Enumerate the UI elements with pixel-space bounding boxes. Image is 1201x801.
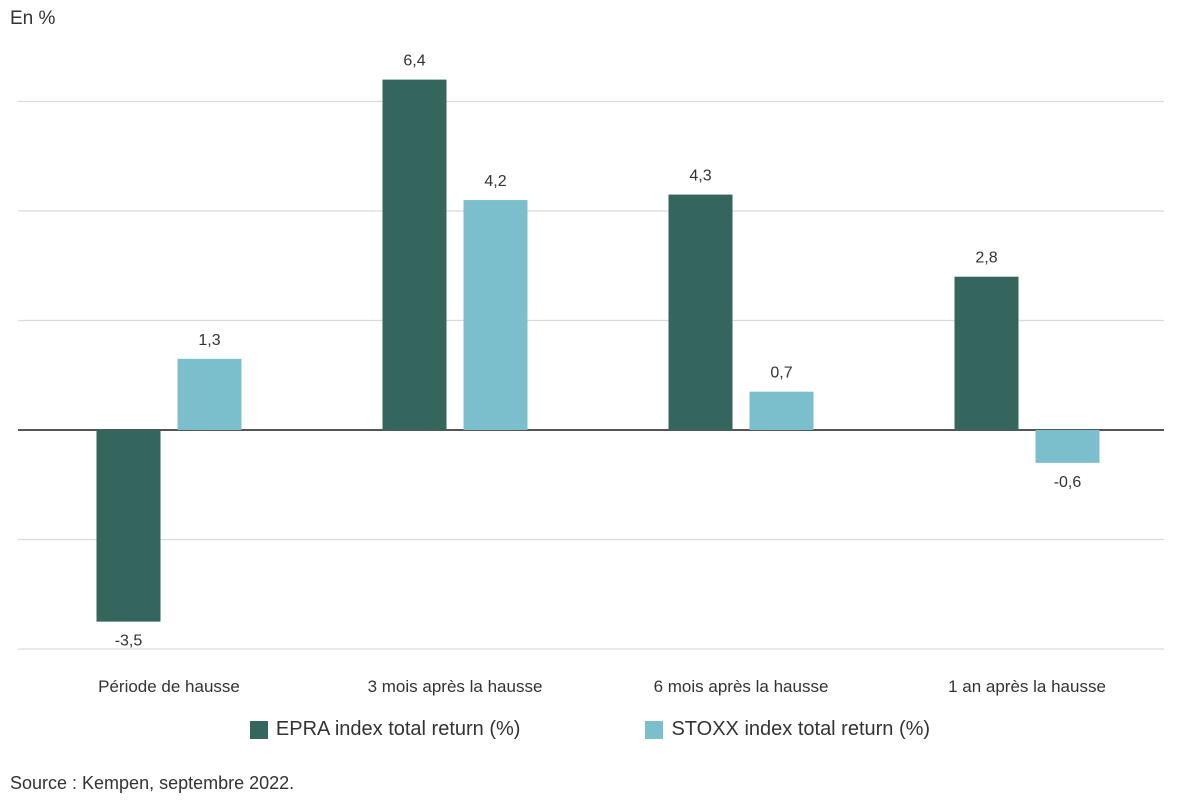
data-labels: -3,5 1,3 6,4 4,2 4,3 0,7 2,8 -0,6 xyxy=(115,53,1082,650)
category-label-2: 6 mois après la hausse xyxy=(654,677,829,696)
legend: EPRA index total return (%) STOXX index … xyxy=(0,718,1180,741)
legend-swatch-epra xyxy=(249,720,268,739)
data-label-stoxx-3: -0,6 xyxy=(1054,474,1082,491)
bar-stoxx-2 xyxy=(749,391,814,430)
legend-item-epra: EPRA index total return (%) xyxy=(249,718,521,741)
category-labels: Période de hausse 3 mois après la hausse 6… xyxy=(98,677,1106,696)
bar-epra-3 xyxy=(954,276,1019,430)
data-label-epra-3: 2,8 xyxy=(975,250,997,267)
bar-stoxx-1 xyxy=(463,200,528,430)
bar-epra-1 xyxy=(382,79,447,430)
bar-stoxx-0 xyxy=(177,358,242,430)
unit-label: En % xyxy=(10,8,56,29)
data-label-epra-1: 6,4 xyxy=(403,53,425,70)
category-label-0: Période de hausse xyxy=(98,677,240,696)
bar-epra-0 xyxy=(96,430,161,622)
legend-item-stoxx: STOXX index total return (%) xyxy=(645,718,930,741)
bar-chart: -3,5 1,3 6,4 4,2 4,3 0,7 2,8 -0,6 Période de ha… xyxy=(18,53,1164,696)
bar-epra-2 xyxy=(668,194,733,430)
bar-stoxx-3 xyxy=(1035,430,1100,463)
category-label-1: 3 mois après la hausse xyxy=(368,677,543,696)
source-note: Source : Kempen, septembre 2022. xyxy=(10,773,295,793)
data-label-stoxx-1: 4,2 xyxy=(484,173,506,190)
legend-swatch-stoxx xyxy=(645,720,664,739)
legend-label-epra: EPRA index total return (%) xyxy=(275,718,521,740)
bars xyxy=(96,79,1100,622)
data-label-stoxx-0: 1,3 xyxy=(198,332,220,349)
legend-label-stoxx: STOXX index total return (%) xyxy=(671,718,931,740)
data-label-epra-2: 4,3 xyxy=(689,168,711,185)
data-label-epra-0: -3,5 xyxy=(115,633,143,650)
data-label-stoxx-2: 0,7 xyxy=(770,365,792,382)
category-label-3: 1 an après la hausse xyxy=(948,677,1106,696)
